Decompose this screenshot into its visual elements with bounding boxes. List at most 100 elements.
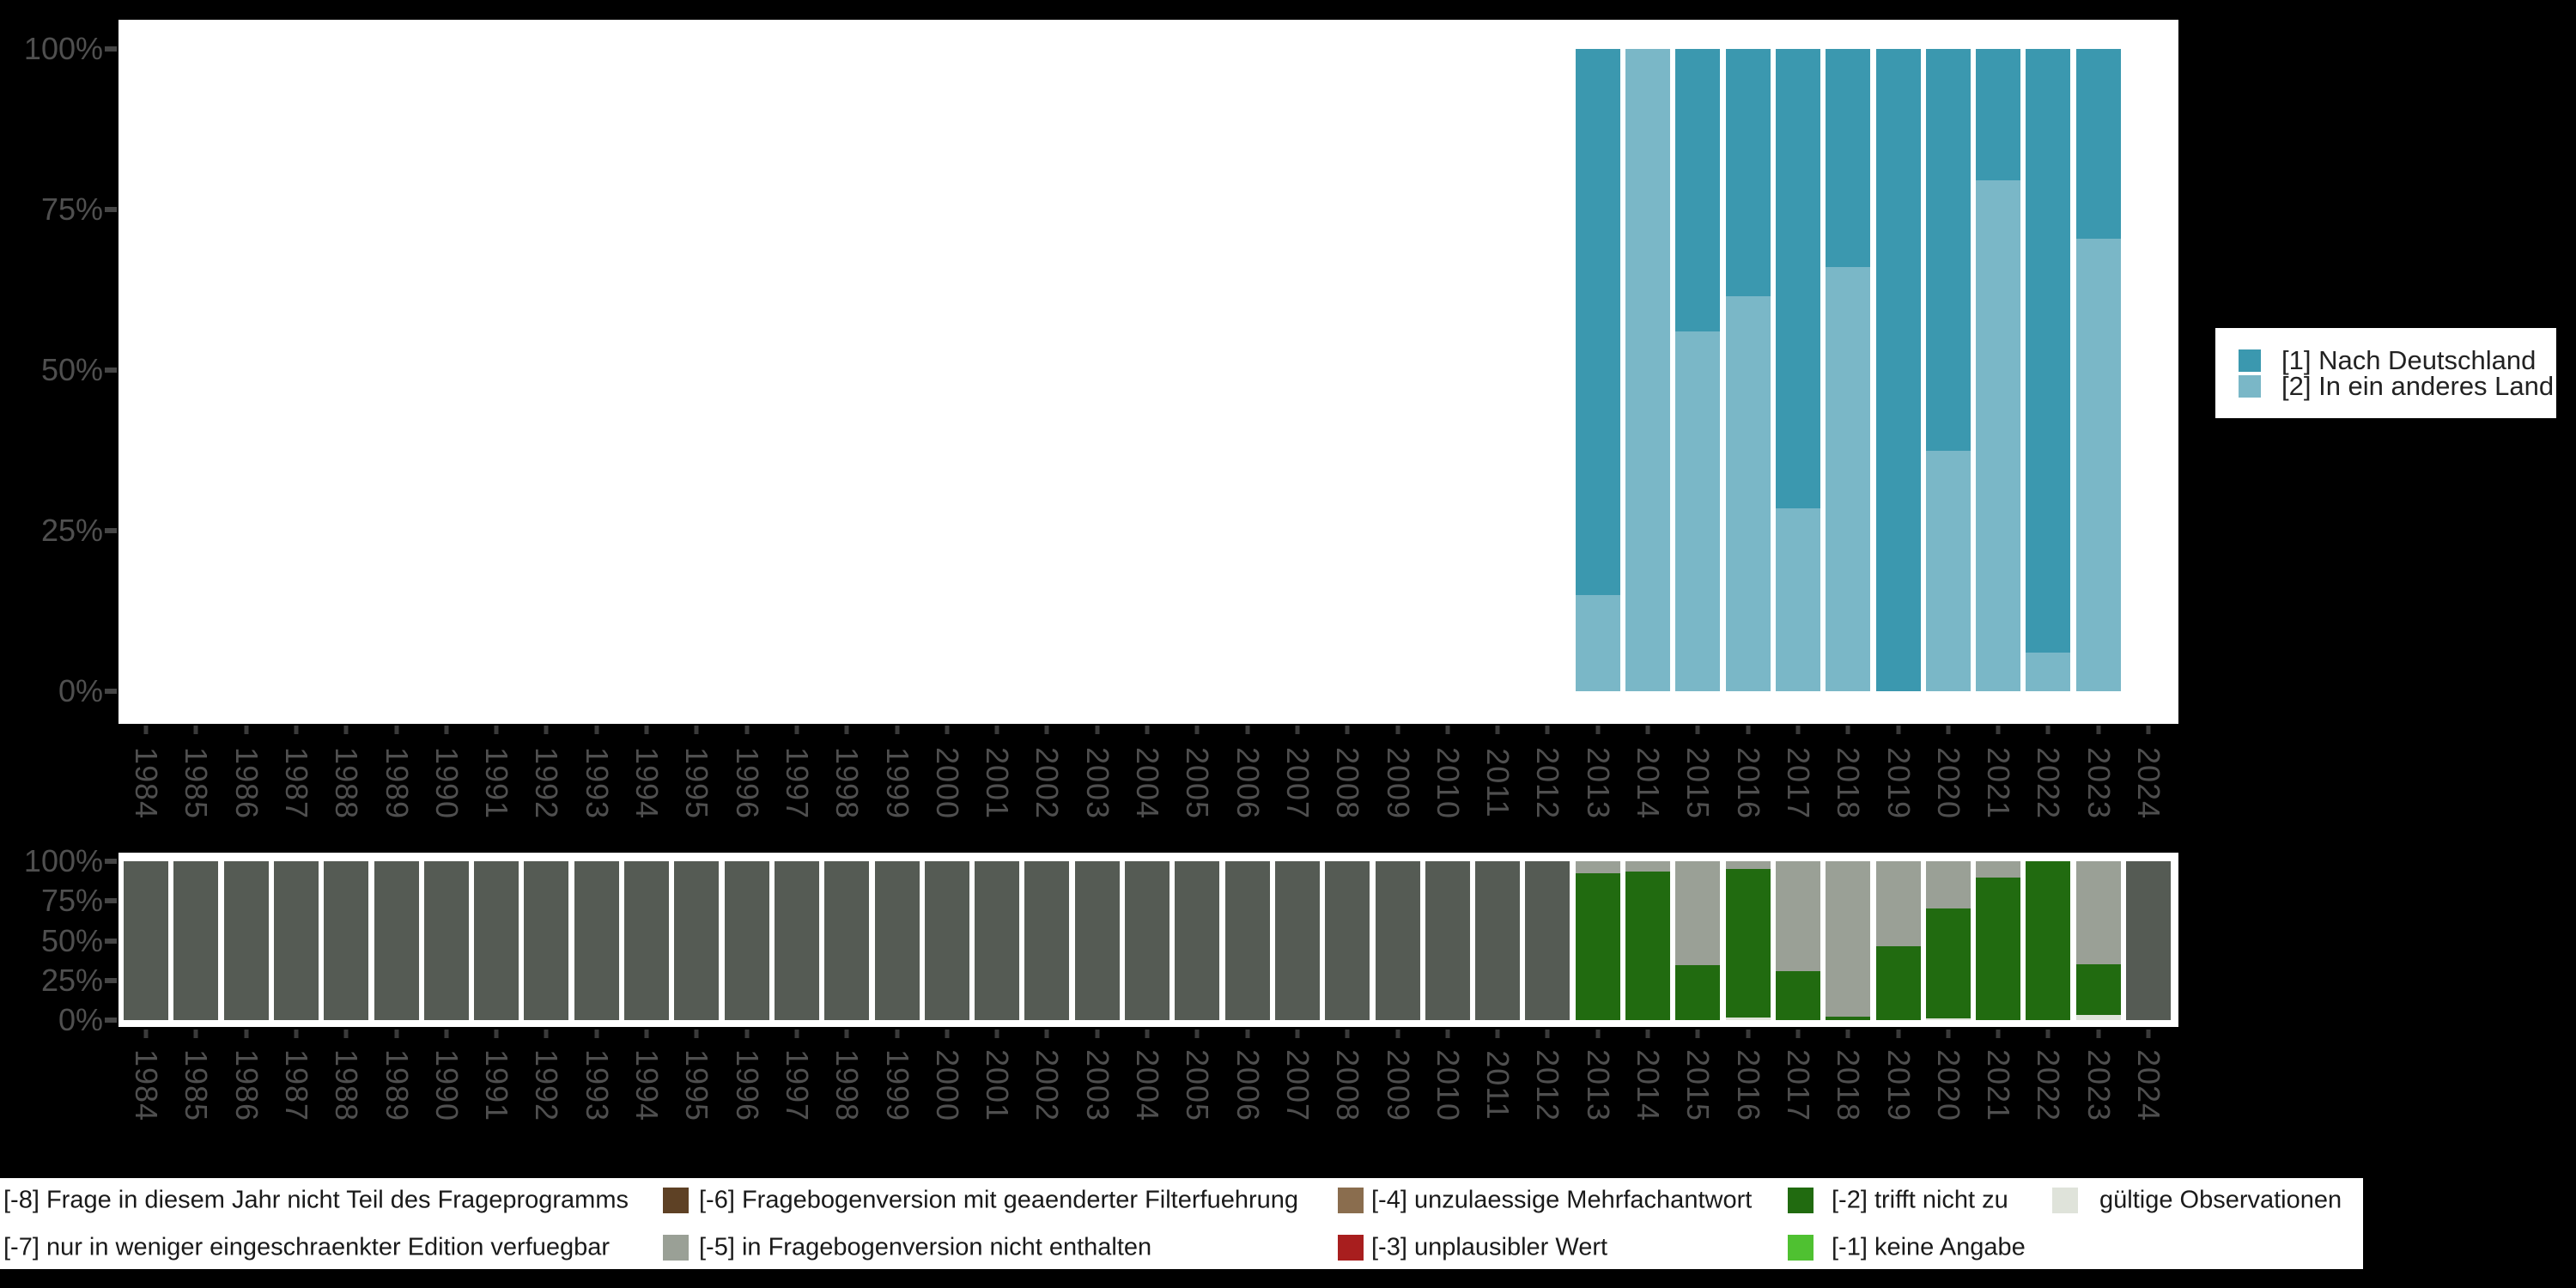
bar-2019 — [1875, 49, 1921, 691]
bottom-x-axis-tick — [343, 1030, 349, 1038]
bar-2007 — [1274, 861, 1320, 1020]
top-x-axis-label-2005: 2005 — [1180, 746, 1216, 820]
top-y-axis-label: 0% — [58, 673, 103, 708]
bottom-x-axis-tick — [1345, 1030, 1350, 1038]
bottom-x-axis-label-2013: 2013 — [1580, 1048, 1616, 1122]
missing-legend-swatch — [2052, 1188, 2078, 1213]
bar-segment — [1976, 49, 2021, 181]
top-x-axis-label-2016: 2016 — [1730, 746, 1766, 820]
bottom-x-axis-label-1990: 1990 — [428, 1048, 465, 1122]
bar-segment — [2075, 238, 2121, 691]
top-y-axis-tick — [105, 368, 117, 373]
bar-2023 — [2075, 861, 2121, 1020]
bar-1990 — [423, 861, 469, 1020]
bar-segment — [423, 861, 469, 1020]
missing-legend-label: [-8] Frage in diesem Jahr nicht Teil des… — [3, 1186, 629, 1214]
top-x-axis-label-2006: 2006 — [1230, 746, 1266, 820]
missing-legend-label: [-1] keine Angabe — [1832, 1233, 2026, 1261]
bar-1997 — [774, 861, 819, 1020]
bar-segment — [724, 861, 769, 1020]
missing-values-legend: [-8] Frage in diesem Jahr nicht Teil des… — [0, 1178, 2363, 1269]
bar-segment — [824, 861, 870, 1020]
bar-segment — [774, 861, 819, 1020]
top-x-axis-label-2013: 2013 — [1580, 746, 1616, 820]
bottom-x-axis-tick — [1395, 1030, 1400, 1038]
bar-segment — [1425, 861, 1470, 1020]
top-x-axis-label-2014: 2014 — [1631, 746, 1666, 820]
bar-segment — [1826, 1017, 1871, 1020]
bottom-x-axis-tick — [1295, 1030, 1300, 1038]
bottom-x-axis-label-2019: 2019 — [1880, 1048, 1917, 1122]
destination-chart-plot — [118, 20, 2178, 724]
top-x-axis-tick — [1695, 726, 1700, 734]
bar-segment — [1575, 872, 1620, 1020]
bar-1995 — [674, 861, 720, 1020]
bar-2018 — [1826, 861, 1871, 1020]
missing-legend-swatch — [663, 1188, 689, 1213]
bar-segment — [1976, 861, 2021, 878]
bottom-x-axis-tick — [844, 1030, 849, 1038]
bar-segment — [1775, 970, 1820, 1020]
top-x-axis-label-2020: 2020 — [1930, 746, 1966, 820]
bar-segment — [1875, 49, 1921, 691]
bottom-x-axis-label-2024: 2024 — [2131, 1048, 2166, 1122]
bar-segment — [1325, 861, 1370, 1020]
top-x-axis-label-2011: 2011 — [1480, 748, 1516, 818]
top-x-axis-label-1988: 1988 — [329, 746, 365, 820]
bar-segment — [1826, 267, 1871, 691]
top-x-axis-label-1990: 1990 — [428, 746, 465, 820]
bar-segment — [1224, 861, 1270, 1020]
bar-segment — [975, 861, 1020, 1020]
bar-segment — [1725, 869, 1771, 1018]
bar-2024 — [2126, 861, 2171, 1020]
missing-legend-label: [-3] unplausibler Wert — [1371, 1233, 1608, 1261]
bar-2018 — [1826, 49, 1871, 691]
top-x-axis-label-1998: 1998 — [829, 746, 866, 820]
bar-segment — [1725, 1018, 1771, 1020]
bottom-x-axis-label-1993: 1993 — [579, 1048, 615, 1122]
bottom-x-axis-label-2003: 2003 — [1079, 1048, 1115, 1122]
bar-segment — [574, 861, 619, 1020]
bottom-x-axis-tick — [193, 1030, 198, 1038]
bar-2021 — [1976, 861, 2021, 1020]
bar-2012 — [1525, 861, 1571, 1020]
bottom-y-axis-label: 50% — [40, 922, 103, 958]
bottom-x-axis-tick — [644, 1030, 649, 1038]
bottom-x-axis-label-2015: 2015 — [1680, 1048, 1716, 1122]
bar-2014 — [1625, 861, 1670, 1020]
bottom-x-axis-label-2021: 2021 — [1981, 1048, 2017, 1122]
top-x-axis-tick — [1245, 726, 1250, 734]
bottom-x-axis-tick — [1194, 1030, 1200, 1038]
top-y-axis-tick — [105, 46, 117, 52]
top-x-axis-tick — [2146, 726, 2151, 734]
bar-2009 — [1375, 861, 1420, 1020]
bar-1984 — [124, 861, 168, 1020]
bottom-x-axis-tick — [594, 1030, 599, 1038]
top-x-axis-tick — [394, 726, 398, 734]
top-x-axis-label-1984: 1984 — [129, 746, 164, 820]
top-y-axis-label: 50% — [40, 352, 103, 387]
bottom-x-axis-label-2017: 2017 — [1780, 1048, 1816, 1122]
top-y-axis-label: 100% — [23, 31, 103, 66]
bottom-x-axis-tick — [244, 1030, 249, 1038]
anderes-land-swatch — [2239, 375, 2261, 398]
bar-segment — [1675, 861, 1721, 966]
bar-segment — [1725, 49, 1771, 296]
bar-segment — [2026, 861, 2071, 1020]
bar-segment — [1925, 1018, 1971, 1020]
missing-legend-swatch — [663, 1235, 689, 1261]
top-x-axis-tick — [1194, 726, 1200, 734]
top-x-axis-label-1989: 1989 — [379, 746, 415, 820]
bar-segment — [1625, 861, 1670, 872]
top-x-axis-label-1996: 1996 — [729, 746, 765, 820]
bar-2003 — [1074, 861, 1120, 1020]
bottom-x-axis-label-1989: 1989 — [379, 1048, 415, 1122]
bar-segment — [1925, 861, 1971, 908]
bar-1985 — [173, 861, 219, 1020]
bottom-x-axis-tick — [2096, 1030, 2101, 1038]
bar-segment — [1976, 180, 2021, 691]
bar-segment — [1625, 872, 1670, 1020]
bottom-x-axis-tick — [1245, 1030, 1250, 1038]
bottom-x-axis-tick — [1095, 1030, 1100, 1038]
